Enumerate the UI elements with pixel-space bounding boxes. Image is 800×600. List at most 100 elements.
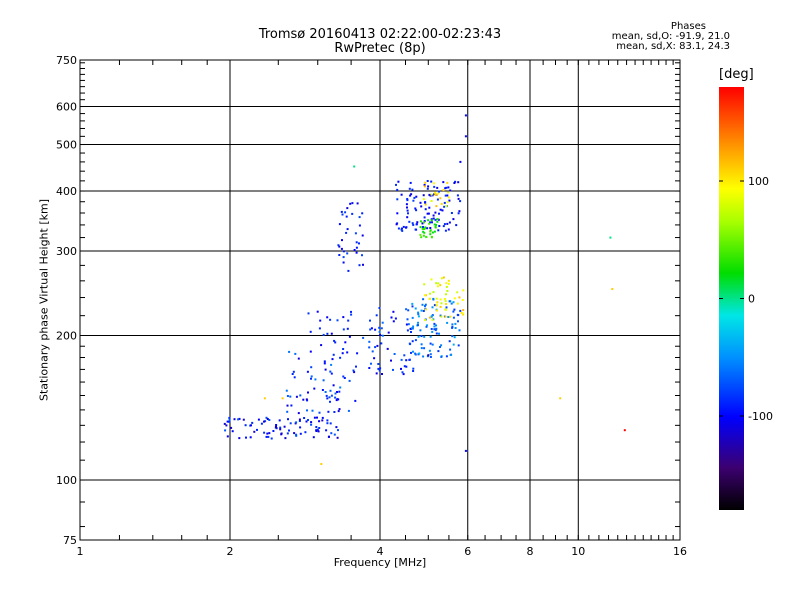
data-point: [457, 314, 460, 317]
data-point: [368, 367, 371, 369]
data-point: [457, 212, 460, 215]
data-point: [338, 245, 341, 248]
colorbar-ticks: 100 0 -100: [719, 175, 773, 423]
data-point: [375, 314, 378, 317]
data-point: [314, 378, 317, 381]
data-point: [401, 227, 403, 230]
data-point: [226, 435, 229, 438]
data-points: [223, 114, 626, 465]
data-point: [381, 321, 384, 324]
data-point: [425, 308, 427, 311]
data-point: [417, 315, 420, 318]
data-point: [446, 201, 449, 204]
data-point: [335, 426, 338, 429]
data-point: [288, 429, 290, 432]
data-point: [456, 194, 459, 197]
data-point: [230, 426, 233, 429]
data-point: [304, 431, 307, 434]
data-point: [411, 340, 414, 343]
data-point: [286, 432, 289, 435]
data-point: [410, 331, 412, 333]
data-point: [306, 370, 309, 373]
x-tick-label: 16: [673, 545, 687, 558]
data-point: [444, 194, 447, 197]
y-tick-label: 75: [63, 534, 77, 547]
data-point: [431, 231, 434, 234]
data-point: [285, 389, 288, 392]
data-point: [445, 355, 448, 358]
data-point: [430, 218, 433, 221]
data-point: [431, 221, 433, 224]
data-point: [342, 250, 345, 253]
data-point: [435, 327, 438, 330]
data-point: [438, 225, 441, 227]
data-point: [427, 185, 430, 188]
data-point: [445, 282, 448, 285]
data-point: [435, 224, 438, 226]
data-point: [448, 340, 451, 343]
data-point: [432, 214, 435, 217]
data-point: [402, 373, 405, 376]
data-point: [289, 395, 292, 398]
data-point: [316, 310, 319, 313]
data-point: [441, 209, 444, 212]
data-point: [424, 203, 427, 206]
data-point: [446, 321, 449, 324]
data-point: [431, 343, 434, 346]
data-point: [268, 432, 271, 435]
data-point: [431, 318, 434, 321]
y-tick-label: 200: [56, 330, 77, 343]
data-point: [444, 300, 447, 303]
data-point: [418, 352, 421, 355]
data-point: [424, 227, 426, 230]
data-point: [454, 322, 457, 325]
data-point: [405, 308, 408, 311]
data-point: [424, 303, 427, 306]
data-point: [426, 212, 429, 215]
data-point: [427, 219, 430, 222]
data-point: [452, 310, 455, 313]
data-point: [451, 335, 454, 338]
data-point: [449, 354, 452, 356]
data-point: [353, 249, 356, 251]
data-point: [309, 350, 312, 353]
data-point: [238, 417, 241, 420]
data-point: [437, 218, 440, 221]
data-point: [288, 350, 291, 353]
data-point: [415, 223, 418, 226]
data-point: [457, 344, 460, 347]
data-point: [350, 310, 352, 313]
data-point: [346, 327, 349, 330]
data-point: [402, 225, 405, 228]
data-point: [464, 135, 467, 138]
y-tick-label: 500: [56, 139, 77, 152]
data-point: [370, 327, 373, 330]
data-point: [411, 188, 414, 191]
data-point: [358, 224, 361, 227]
data-point: [430, 193, 433, 196]
data-point: [429, 194, 432, 197]
data-point: [358, 216, 361, 219]
data-point: [419, 220, 422, 223]
data-point: [436, 186, 439, 189]
data-point: [312, 436, 315, 439]
data-point: [302, 398, 305, 401]
data-point: [436, 220, 439, 223]
data-point: [444, 315, 447, 318]
data-point: [412, 223, 415, 226]
data-point: [266, 418, 269, 420]
data-point: [362, 336, 365, 339]
data-point: [422, 226, 424, 228]
data-point: [358, 264, 361, 267]
data-point: [445, 303, 447, 305]
data-point: [356, 352, 359, 355]
data-point: [336, 398, 339, 401]
data-point: [434, 191, 436, 194]
data-point: [440, 302, 443, 305]
data-point: [322, 379, 325, 382]
data-point: [264, 420, 267, 423]
data-point: [434, 211, 437, 214]
data-point: [461, 299, 464, 301]
data-point: [403, 365, 406, 368]
x-tick-label: 4: [377, 545, 384, 558]
